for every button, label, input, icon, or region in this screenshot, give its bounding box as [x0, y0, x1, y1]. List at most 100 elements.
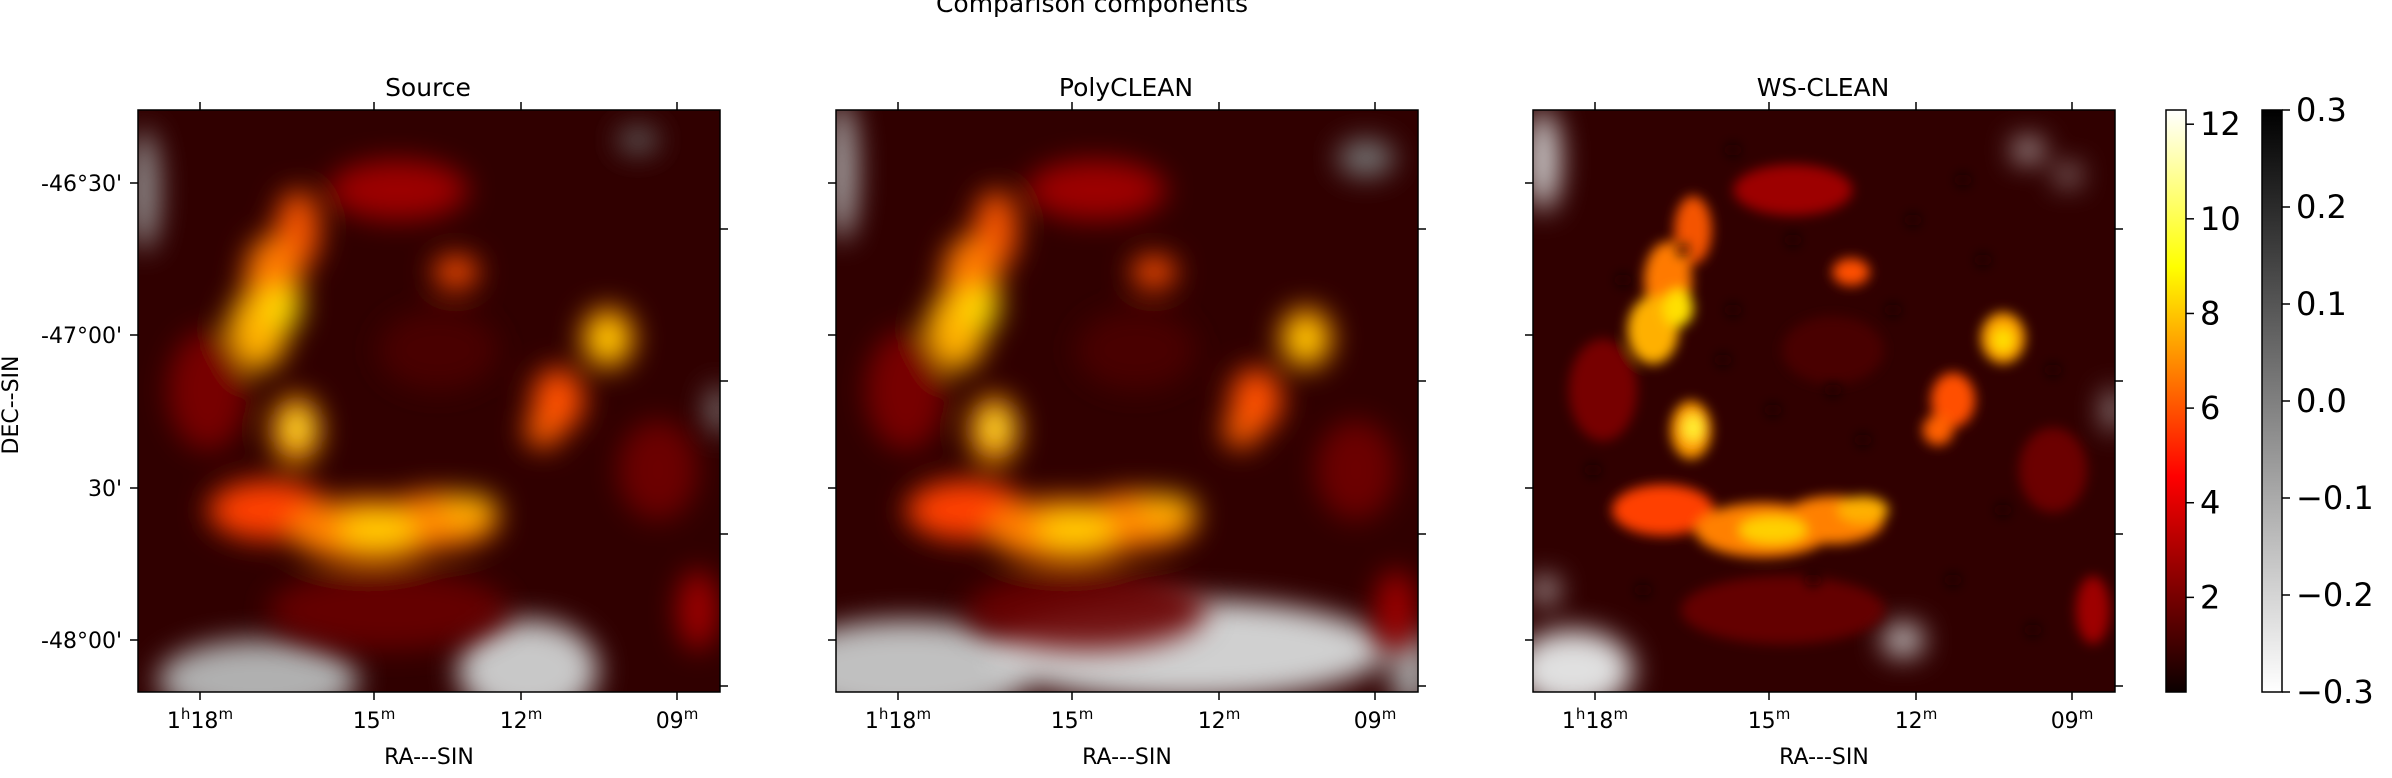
x-tick-label: 12m: [1895, 705, 1938, 734]
noise-speckle: [1977, 254, 1989, 266]
emission-blob: [328, 160, 468, 220]
x-tick-label: 09m: [656, 705, 699, 734]
colorbar-tick-label: 0.2: [2296, 188, 2347, 226]
noise-speckle: [1727, 144, 1739, 156]
x-tick-label: 09m: [2051, 705, 2094, 734]
emission-blob: [866, 330, 946, 450]
negative-region: [2014, 140, 2042, 160]
y-tick-label: -48°00': [41, 629, 122, 654]
colorbar-tick-label: 10: [2200, 200, 2241, 238]
emission-blob: [1782, 316, 1884, 384]
emission-blob: [434, 256, 478, 288]
emission-blob: [1733, 164, 1853, 216]
panel-polyclean: PolyCLEAN 1h18m 15m 12m 09m RA---SIN: [828, 73, 1426, 770]
panel-wsclean: WS-CLEAN 1h18m 15m 12m 09m RA---SIN: [1525, 73, 2123, 770]
emission-blob: [984, 412, 1008, 444]
colorbar-positive-gradient: [2165, 109, 2187, 693]
negative-region: [2058, 167, 2078, 183]
negative-region: [1533, 110, 1559, 210]
noise-speckle: [1587, 464, 1599, 476]
noise-speckle: [2047, 364, 2059, 376]
negative-region: [1533, 630, 1633, 692]
emission-blob: [966, 570, 1206, 650]
emission-blob: [338, 514, 418, 546]
emission-blob: [1076, 310, 1196, 390]
panel-source: Source 1h18m 15m 12m 09m -46°30' -47°00' 30' -4…: [41, 73, 728, 770]
y-tick-label: 30': [88, 477, 122, 502]
axes-frame: [1532, 109, 2116, 693]
noise-speckle: [1717, 354, 1729, 366]
emission-blob: [1681, 576, 1885, 644]
x-tick-label: 1h18m: [865, 705, 931, 734]
emission-blob: [1569, 339, 1637, 441]
noise-speckle: [1637, 584, 1649, 596]
emission-blob: [1316, 420, 1396, 520]
negative-region: [1533, 578, 1557, 602]
emission-blob: [438, 494, 498, 526]
noise-speckle: [1617, 274, 1629, 286]
x-tick-label: 15m: [1051, 705, 1094, 734]
emission-blob: [1132, 256, 1176, 288]
emission-blob: [618, 420, 698, 520]
x-tick-label: 1h18m: [167, 705, 233, 734]
heatmap-image: [835, 109, 1419, 693]
x-tick-label: 1h18m: [1562, 705, 1628, 734]
negative-region: [1338, 140, 1394, 176]
emission-blob: [1832, 258, 1870, 286]
axes-frame: [835, 109, 1419, 693]
y-tick-label: -47°00': [41, 324, 122, 349]
emission-blob: [1026, 160, 1166, 220]
emission-blob: [286, 412, 310, 444]
noise-speckle: [1827, 384, 1839, 396]
colorbar-tick-label: −0.3: [2296, 673, 2374, 711]
negative-region: [158, 640, 358, 692]
x-tick-label: 12m: [1198, 705, 1241, 734]
negative-region: [618, 128, 658, 152]
negative-region: [1883, 624, 1923, 656]
colorbar-tick-label: 2: [2200, 578, 2220, 616]
noise-speckle: [1997, 504, 2009, 516]
emission-blob: [1223, 412, 1259, 448]
noise-speckle: [1767, 404, 1779, 416]
noise-speckle: [1727, 304, 1739, 316]
noise-speckle: [1907, 214, 1919, 226]
noise-speckle: [1677, 244, 1689, 256]
noise-speckle: [1887, 304, 1899, 316]
emission-blob: [168, 330, 248, 450]
noise-speckle: [1857, 434, 1869, 446]
y-tick-label: -46°30': [41, 172, 122, 197]
figure-title: Comparison components: [936, 0, 1248, 18]
x-axis-label: RA---SIN: [1082, 745, 1172, 770]
noise-speckle: [1947, 574, 1959, 586]
emission-blob: [268, 570, 508, 650]
emission-blob: [678, 570, 718, 650]
colorbar-tick-label: 6: [2200, 389, 2220, 427]
emission-blob: [1930, 372, 1976, 428]
negative-region: [836, 620, 1036, 692]
panel-title: Source: [385, 73, 471, 102]
colorbar-tick-label: 12: [2200, 105, 2241, 143]
heatmap-image: [137, 109, 721, 693]
panel-title: WS-CLEAN: [1757, 73, 1890, 102]
colorbar-negative-gradient: [2261, 109, 2283, 693]
emission-blob: [1739, 516, 1807, 544]
emission-blob: [596, 326, 620, 354]
emission-blob: [1922, 414, 1954, 446]
emission-blob: [1682, 414, 1704, 442]
x-axis-label: RA---SIN: [384, 745, 474, 770]
negative-region: [138, 130, 158, 250]
axes-frame: [137, 109, 721, 693]
x-tick-label: 15m: [1748, 705, 1791, 734]
noise-speckle: [1807, 574, 1819, 586]
colorbar-tick-label: −0.1: [2296, 479, 2374, 517]
colorbar-negative: 0.3 0.2 0.1 0.0 −0.1 −0.2 −0.3: [2261, 91, 2374, 711]
negative-region: [2105, 390, 2115, 430]
x-tick-label: 12m: [500, 705, 543, 734]
colorbar-tick-label: 4: [2200, 484, 2220, 522]
colorbar-tick-label: 0.0: [2296, 382, 2347, 420]
negative-region: [836, 110, 856, 240]
emission-blob: [1294, 326, 1318, 354]
colorbar-tick-label: 8: [2200, 294, 2220, 332]
x-tick-label: 09m: [1354, 705, 1397, 734]
